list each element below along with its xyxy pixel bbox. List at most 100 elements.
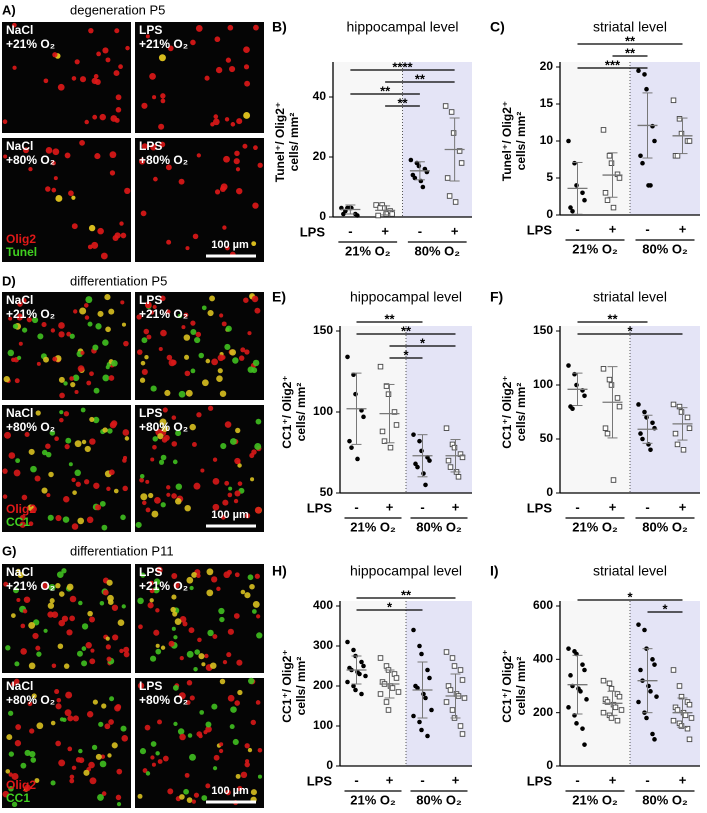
point [608,715,615,721]
point [451,444,458,451]
cell [73,309,78,314]
cell [124,187,131,195]
cell [183,334,191,341]
cell [214,189,221,195]
cell [108,308,115,315]
cell [205,783,211,789]
group-label: 21% O₂ [350,519,396,534]
cell [63,411,70,417]
cell [137,349,143,355]
panel-letter: G) [2,543,16,558]
cell [78,600,83,606]
y-tick-label: 200 [533,705,553,719]
category-label: + [679,772,687,787]
cell [101,791,107,796]
cell [160,295,166,302]
point [383,211,389,217]
point [676,403,683,410]
cell [218,748,224,754]
cell [57,83,65,91]
cell [150,755,155,760]
point [429,707,434,713]
cell [112,634,119,641]
cell [171,573,178,579]
x-axis-label: LPS [527,222,553,237]
y-tick-label: 150 [533,323,553,337]
point [347,438,352,444]
cell [238,355,245,361]
cell [225,245,230,251]
cell [146,334,152,340]
cell [47,514,54,521]
cell [97,793,104,801]
cell [252,202,259,209]
point [357,671,362,677]
point [580,190,585,196]
cell [236,187,243,195]
point [680,447,687,453]
cell [71,523,79,530]
group-label: 21% O₂ [350,792,396,807]
cell [5,769,11,774]
point [443,699,450,705]
cell [15,724,22,730]
cell [212,477,220,485]
category-label: - [645,221,649,236]
cell [63,496,70,503]
y-tick-label: 5 [546,170,553,184]
cell [171,493,177,499]
point [359,691,364,697]
point [572,160,577,166]
cell [196,153,201,158]
cell [225,57,232,63]
cell [249,583,255,590]
cell [123,651,130,658]
cell [22,608,28,614]
cell [217,368,223,374]
point [345,354,350,360]
category-label: - [575,772,579,787]
point [602,425,609,431]
cell [257,774,263,779]
cell [201,379,209,387]
cell [219,390,227,397]
point [648,689,653,694]
cell [116,802,122,807]
point [584,697,589,702]
cell [175,483,183,490]
cell [251,241,257,247]
point [423,695,428,701]
point [383,699,390,705]
cell [139,377,146,383]
cell [251,295,259,303]
cell [220,183,228,191]
cell [222,659,228,665]
point [446,193,453,199]
cell [253,24,259,31]
cell [19,514,26,521]
cell [237,481,243,486]
cell [81,660,88,667]
cell [102,47,109,54]
micrograph [135,292,264,400]
significance-label: ** [607,311,618,326]
cell [251,449,257,455]
cell [149,73,156,80]
point [385,391,392,397]
cell [212,457,218,462]
cell [210,662,217,669]
point [574,721,579,726]
hyperoxia-region [402,62,472,217]
point [600,709,607,716]
cell [137,682,145,689]
cell [123,340,129,347]
y-tick-label: 200 [313,678,333,692]
significance-label: ** [397,95,408,110]
cell [191,442,197,447]
cell [71,223,78,230]
cell [41,322,47,328]
cell [102,589,109,596]
significance-label: ** [625,45,636,60]
cell [250,789,257,796]
point [421,471,426,476]
